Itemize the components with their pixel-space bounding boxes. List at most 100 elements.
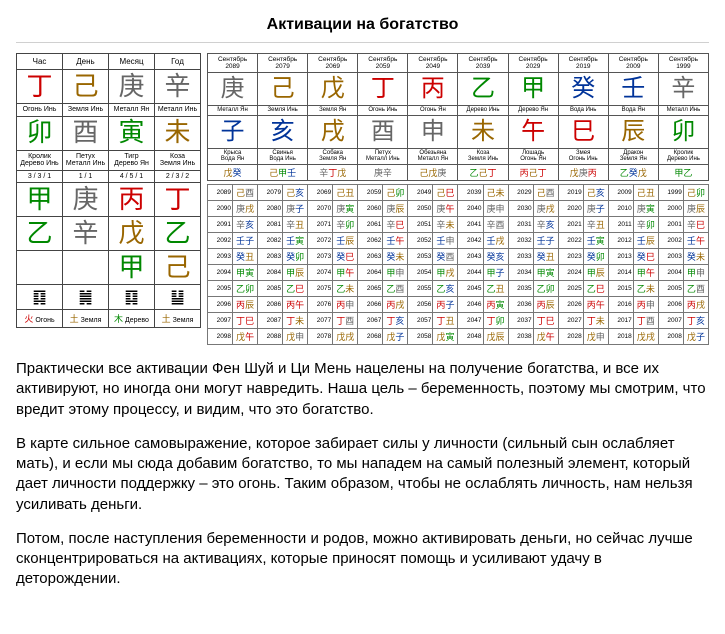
year-num: 2023	[558, 249, 583, 265]
year-num: 2083	[258, 249, 283, 265]
year-num: 2000	[658, 201, 683, 217]
year-pillar: 戊午	[533, 329, 558, 345]
decade-stem: 辛	[658, 73, 708, 106]
decade-stem: 丙	[408, 73, 458, 106]
year-num: 2043	[458, 249, 483, 265]
decade-branch: 亥	[258, 115, 308, 148]
year-num: 2081	[258, 217, 283, 233]
year-pillar: 甲辰	[283, 265, 308, 281]
year-num: 2057	[408, 313, 433, 329]
bazi-hidden-stem: 丙	[109, 183, 155, 217]
year-pillar: 丙戌	[683, 297, 708, 313]
year-num: 2071	[308, 217, 333, 233]
year-num: 2041	[458, 217, 483, 233]
decade-header: Сентябрь2009	[608, 54, 658, 73]
paragraph: Потом, после наступления беременности и …	[16, 529, 709, 590]
decade-header: Сентябрь2039	[458, 54, 508, 73]
bazi-fraction: 2 / 3 / 2	[155, 171, 201, 183]
hexagram: ䷊	[155, 285, 201, 310]
year-num: 2060	[358, 201, 383, 217]
bazi-hidden-stem: 戊	[109, 217, 155, 251]
year-num: 2005	[658, 281, 683, 297]
year-pillar: 甲辰	[583, 265, 608, 281]
year-pillar: 乙亥	[433, 281, 458, 297]
year-num: 2067	[358, 313, 383, 329]
year-num: 2065	[358, 281, 383, 297]
year-num: 2091	[208, 217, 233, 233]
bazi-char: 酉	[63, 116, 109, 150]
decade-stem-label: Дерево Инь	[458, 106, 508, 116]
year-num: 2009	[608, 185, 633, 201]
decades-table: Сентябрь2089Сентябрь2079Сентябрь2069Сент…	[207, 53, 709, 181]
year-num: 2063	[358, 249, 383, 265]
year-num: 2004	[658, 265, 683, 281]
decade-stem-label: Огонь Инь	[358, 106, 408, 116]
decade-stem-label: Вода Ян	[608, 106, 658, 116]
year-pillar: 丁巳	[233, 313, 258, 329]
year-num: 2024	[558, 265, 583, 281]
year-pillar: 戊戌	[333, 329, 358, 345]
year-pillar: 甲午	[333, 265, 358, 281]
decade-branch: 卯	[658, 115, 708, 148]
decades-container: Сентябрь2089Сентябрь2079Сентябрь2069Сент…	[207, 53, 709, 345]
year-pillar: 己丑	[633, 185, 658, 201]
year-pillar: 辛丑	[583, 217, 608, 233]
year-pillar: 庚戌	[533, 201, 558, 217]
year-num: 2050	[408, 201, 433, 217]
year-pillar: 庚申	[483, 201, 508, 217]
year-num: 2082	[258, 233, 283, 249]
bazi-header: Год	[155, 54, 201, 70]
year-pillar: 癸未	[383, 249, 408, 265]
bazi-char: 己	[63, 70, 109, 104]
year-pillar: 己卯	[683, 185, 708, 201]
year-pillar: 丁酉	[633, 313, 658, 329]
year-pillar: 壬戌	[483, 233, 508, 249]
year-num: 2039	[458, 185, 483, 201]
year-num: 2053	[408, 249, 433, 265]
body-text: Практически все активации Фен Шуй и Ци М…	[16, 359, 709, 590]
year-num: 2045	[458, 281, 483, 297]
year-pillar: 壬寅	[583, 233, 608, 249]
year-pillar: 乙巳	[583, 281, 608, 297]
year-pillar: 丁亥	[683, 313, 708, 329]
year-num: 2066	[358, 297, 383, 313]
year-num: 2031	[508, 217, 533, 233]
year-pillar: 癸卯	[583, 249, 608, 265]
bazi-char: 庚	[109, 70, 155, 104]
year-pillar: 乙未	[333, 281, 358, 297]
year-num: 2037	[508, 313, 533, 329]
bazi-fraction: 4 / 5 / 1	[109, 171, 155, 183]
year-pillar: 甲子	[483, 265, 508, 281]
year-pillar: 辛巳	[683, 217, 708, 233]
decade-header: Сентябрь2019	[558, 54, 608, 73]
year-pillar: 丙午	[583, 297, 608, 313]
bazi-hidden-stem: 辛	[63, 217, 109, 251]
year-num: 2085	[258, 281, 283, 297]
year-num: 2079	[258, 185, 283, 201]
bazi-label: КроликДерево Инь	[17, 150, 63, 170]
bazi-hidden-stem: 甲	[109, 251, 155, 285]
year-pillar: 庚戌	[233, 201, 258, 217]
year-pillar: 丁酉	[333, 313, 358, 329]
year-pillar: 癸未	[683, 249, 708, 265]
year-pillar: 戊子	[683, 329, 708, 345]
year-num: 2019	[558, 185, 583, 201]
year-pillar: 壬辰	[633, 233, 658, 249]
page-title: Активации на богатство	[16, 16, 709, 34]
year-pillar: 庚子	[283, 201, 308, 217]
decade-stem-label: Металл Инь	[658, 106, 708, 116]
year-pillar: 壬寅	[283, 233, 308, 249]
year-num: 2048	[458, 329, 483, 345]
year-pillar: 丙辰	[233, 297, 258, 313]
bazi-char: 辛	[155, 70, 201, 104]
year-num: 2069	[308, 185, 333, 201]
year-num: 2028	[558, 329, 583, 345]
year-pillar: 辛丑	[283, 217, 308, 233]
year-num: 2017	[608, 313, 633, 329]
bazi-element: 土 Земля	[155, 310, 201, 328]
year-num: 2022	[558, 233, 583, 249]
decade-branch-label: КрысаВода Ян	[208, 148, 258, 164]
year-num: 2054	[408, 265, 433, 281]
year-num: 2047	[458, 313, 483, 329]
bazi-container: ЧасДеньМесяцГод丁己庚辛Огонь ИньЗемля ИньМет…	[16, 53, 201, 345]
